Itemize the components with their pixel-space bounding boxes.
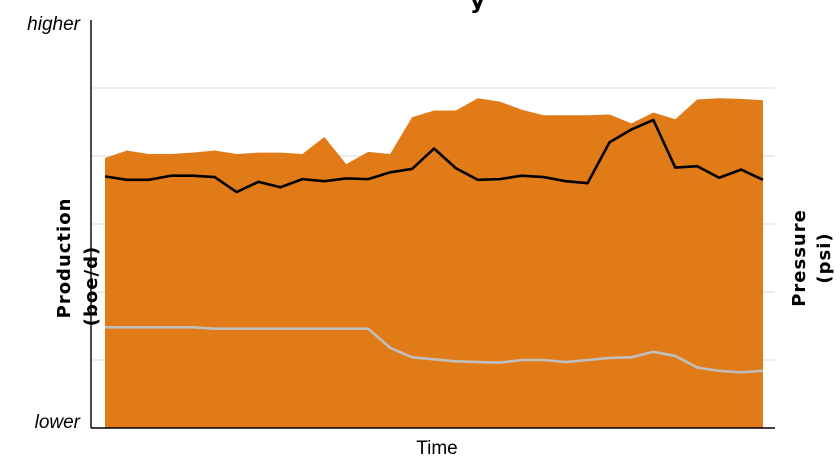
production-area-layer (105, 98, 763, 428)
y-axis-top-label: higher (27, 14, 80, 35)
series-lines-layer (104, 118, 764, 374)
production-area (105, 98, 763, 428)
y-axis-bottom-label: lower (35, 412, 81, 433)
y-axis-right-title-line1: Pressure (789, 209, 810, 307)
x-axis-title: Time (416, 438, 458, 458)
chart-title: y (470, 0, 485, 14)
series-line-gray (105, 326, 764, 374)
y-axis-left-title-line2: (boe/d) (81, 246, 102, 326)
y-axis-left-title-line1: Production (54, 198, 75, 319)
series-line-black (104, 118, 764, 194)
y-axis-right-title-line2: (psi) (814, 232, 835, 283)
